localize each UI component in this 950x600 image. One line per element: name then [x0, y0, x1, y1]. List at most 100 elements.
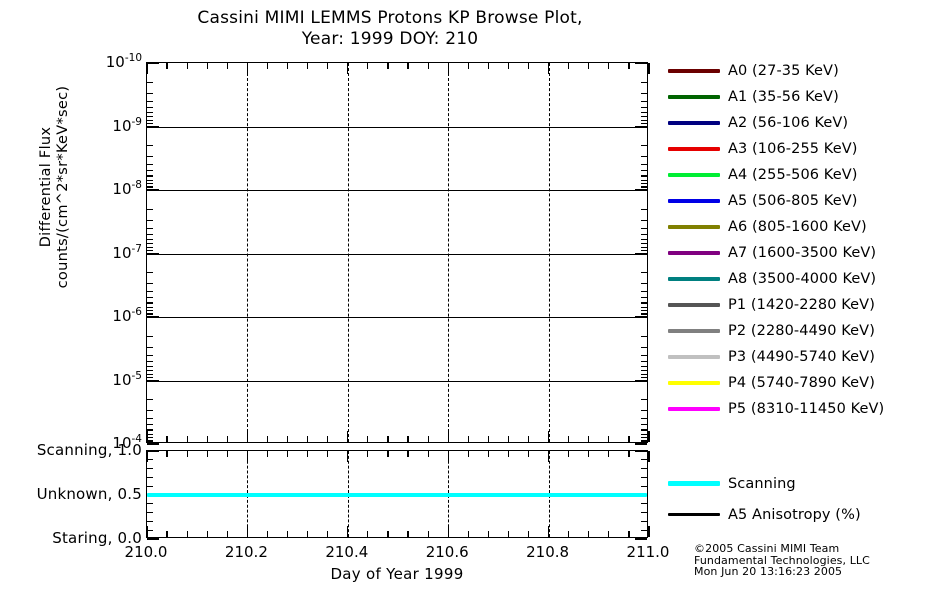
legend-item-label: P3 (4490-5740 KeV) — [728, 349, 875, 365]
y-axis-tick — [641, 186, 647, 188]
y-axis-tick — [641, 354, 647, 356]
y-axis-tick — [641, 306, 647, 308]
y-axis-tick — [635, 379, 647, 382]
x-axis-tick — [286, 63, 289, 69]
y-axis-tick — [641, 376, 647, 379]
gridline-vertical — [548, 63, 550, 442]
gridline-horizontal — [147, 317, 647, 318]
y-axis-tick — [147, 302, 153, 304]
gridline-horizontal — [147, 253, 647, 255]
x-axis-tick — [608, 436, 610, 442]
x-axis-tick — [648, 451, 650, 462]
legend-color-swatch — [668, 173, 720, 177]
y-axis-tick — [147, 92, 153, 94]
y-axis-tick — [641, 418, 647, 420]
y-axis-tick — [147, 272, 153, 274]
mode-y-axis-tick — [147, 538, 159, 540]
legend-item-label: P1 (1420-2280 KeV) — [728, 297, 875, 313]
y-axis-tick — [147, 360, 153, 362]
legend-item[interactable]: A0 (27-35 KeV) — [668, 58, 950, 84]
x-axis-tick — [387, 531, 389, 537]
x-axis-tick — [387, 63, 389, 69]
y-axis-tick — [641, 238, 647, 240]
mode-y-axis-tick — [147, 520, 153, 522]
mode-y-axis-tick — [147, 485, 153, 487]
legend-item[interactable]: A5 Anisotropy (%) — [668, 499, 861, 530]
x-axis-tick — [568, 451, 570, 457]
y-axis-tick — [147, 170, 153, 172]
y-axis-tick — [147, 437, 153, 439]
y-axis-tick — [641, 145, 647, 147]
x-axis-tick — [307, 531, 309, 537]
legend-item[interactable]: A7 (1600-3500 KeV) — [668, 240, 950, 266]
x-axis-tick — [568, 63, 570, 69]
y-axis-tick — [641, 208, 647, 210]
y-axis-tick — [635, 443, 647, 445]
mode-y-axis-tick — [641, 503, 647, 505]
y-axis-tick — [641, 81, 647, 83]
scanning-trace — [147, 492, 647, 498]
legend-item-label: A4 (255-506 KeV) — [728, 167, 858, 183]
x-axis-tick — [407, 436, 409, 442]
y-axis-tick — [147, 145, 153, 147]
y-axis-tick — [147, 189, 159, 191]
y-axis-tick — [641, 365, 647, 367]
y-axis-tick-label: 10-7 — [112, 242, 142, 262]
x-axis-tick — [146, 63, 148, 74]
x-axis-tick — [527, 436, 530, 442]
x-axis-tick — [347, 431, 349, 442]
x-axis-tick — [487, 531, 489, 537]
mode-y-axis-tick — [147, 529, 153, 531]
x-axis-tick — [367, 436, 369, 442]
mode-y-axis-tick — [641, 529, 647, 531]
y-axis-tick — [641, 106, 647, 108]
legend-item[interactable]: A4 (255-506 KeV) — [668, 162, 950, 188]
y-axis-tick — [147, 376, 153, 379]
x-axis-tick — [166, 451, 168, 457]
legend-item[interactable]: A3 (106-255 KeV) — [668, 136, 950, 162]
legend-item[interactable]: P1 (1420-2280 KeV) — [668, 292, 950, 318]
x-axis-tick — [628, 451, 630, 457]
x-axis-tick — [186, 531, 188, 537]
mode-axis-label: Staring, 0.0 — [52, 529, 142, 547]
mode-legend: Scanning A5 Anisotropy (%) — [668, 468, 861, 530]
y-axis-tick — [147, 116, 153, 118]
legend-item[interactable]: A6 (805-1600 KeV) — [668, 214, 950, 240]
x-axis-tick — [387, 436, 389, 442]
y-axis-tick — [147, 418, 153, 420]
legend-item[interactable]: Scanning — [668, 468, 861, 499]
x-axis-tick — [467, 451, 469, 457]
legend-color-swatch — [668, 121, 720, 125]
y-axis-tick — [641, 335, 647, 337]
legend-item[interactable]: P3 (4490-5740 KeV) — [668, 344, 950, 370]
x-axis-tick — [487, 451, 489, 457]
mode-y-axis-tick — [641, 468, 647, 470]
y-axis-tick — [641, 370, 647, 372]
x-axis-tick — [327, 451, 329, 457]
legend-item-label: A7 (1600-3500 KeV) — [728, 245, 877, 261]
x-axis-tick — [166, 531, 168, 537]
flux-plot-area — [146, 62, 650, 445]
x-axis-label: Day of Year 1999 — [330, 565, 464, 583]
x-axis-tick — [427, 63, 429, 69]
legend-item[interactable]: P2 (2280-4490 KeV) — [668, 318, 950, 344]
legend-item[interactable]: P4 (5740-7890 KeV) — [668, 370, 950, 396]
legend-color-swatch — [668, 251, 720, 255]
x-axis-tick-label: 210.4 — [325, 543, 369, 561]
y-axis-tick — [635, 62, 647, 64]
x-axis-tick — [648, 526, 650, 537]
legend-item[interactable]: A2 (56-106 KeV) — [668, 110, 950, 136]
legend-item[interactable]: P5 (8310-11450 KeV) — [668, 396, 950, 422]
legend-item[interactable]: A8 (3500-4000 KeV) — [668, 266, 950, 292]
legend-color-swatch — [668, 512, 720, 517]
legend-item[interactable]: A1 (35-56 KeV) — [668, 84, 950, 110]
x-axis-tick — [628, 63, 630, 69]
x-axis-tick — [427, 531, 429, 537]
y-axis-tick-label: 10-10 — [105, 52, 142, 71]
x-axis-tick — [487, 63, 489, 69]
x-axis-tick — [206, 531, 208, 537]
x-axis-tick — [467, 436, 469, 442]
gridline-horizontal — [147, 380, 647, 382]
y-axis-tick — [641, 243, 647, 245]
legend-item[interactable]: A5 (506-805 KeV) — [668, 188, 950, 214]
